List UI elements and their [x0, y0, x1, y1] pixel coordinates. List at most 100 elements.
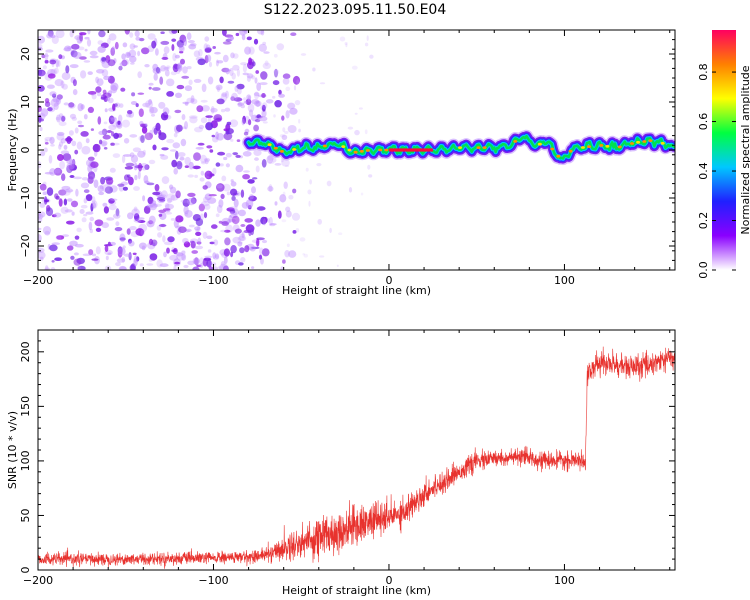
snr-x-axis-label: Height of straight line (km)	[282, 584, 431, 597]
noise-blob	[277, 210, 282, 219]
noise-blob	[79, 33, 83, 42]
noise-blob	[83, 213, 88, 217]
noise-blob	[190, 95, 195, 103]
noise-blob	[195, 231, 202, 236]
noise-blob	[70, 50, 78, 58]
noise-blob	[252, 177, 258, 180]
noise-blob	[178, 44, 185, 53]
noise-blob	[364, 129, 368, 135]
signal-peak	[267, 143, 272, 147]
noise-blob	[159, 153, 165, 157]
noise-blob	[40, 150, 46, 157]
noise-blob	[247, 179, 255, 184]
noise-blob	[161, 190, 168, 199]
noise-blob	[317, 218, 323, 225]
noise-blob	[71, 158, 76, 168]
noise-blob	[213, 239, 219, 246]
noise-blob	[240, 257, 246, 263]
noise-blob	[254, 91, 259, 100]
noise-blob	[53, 212, 62, 218]
noise-blob	[196, 264, 202, 268]
signal-peak	[605, 144, 610, 148]
noise-blob	[210, 107, 218, 113]
noise-blob	[58, 144, 62, 150]
noise-blob	[259, 247, 264, 255]
noise-blob	[98, 130, 106, 136]
noise-blob	[60, 80, 65, 89]
noise-blob	[44, 267, 50, 270]
noise-blob	[181, 114, 186, 121]
noise-blob	[144, 164, 150, 170]
noise-blob	[292, 75, 301, 85]
noise-blob	[236, 83, 245, 90]
noise-blob	[189, 116, 198, 124]
noise-blob	[279, 194, 287, 203]
noise-blob	[77, 265, 86, 270]
noise-blob	[77, 120, 83, 125]
noise-blob	[204, 48, 212, 53]
noise-blob	[108, 204, 117, 211]
noise-blob	[43, 147, 48, 153]
noise-blob	[285, 206, 291, 213]
y-tick-label: 10	[19, 95, 32, 109]
noise-blob	[253, 124, 259, 132]
signal-peak	[476, 146, 481, 150]
noise-blob	[282, 191, 286, 196]
noise-blob	[88, 221, 93, 231]
noise-blob	[173, 265, 177, 270]
noise-blob	[208, 266, 214, 270]
noise-blob	[273, 114, 276, 118]
noise-blob	[152, 191, 161, 196]
noise-blob	[115, 262, 121, 267]
noise-blob	[141, 245, 146, 251]
noise-blob	[160, 154, 169, 160]
noise-blob	[179, 156, 185, 161]
noise-blob	[215, 131, 219, 140]
noise-blob	[225, 152, 232, 158]
noise-blob	[291, 212, 301, 221]
noise-blob	[226, 121, 232, 126]
noise-blob	[60, 150, 70, 155]
noise-blob	[128, 238, 132, 244]
noise-blob	[186, 97, 195, 104]
noise-blob	[211, 134, 216, 138]
noise-blob	[80, 70, 87, 79]
noise-blob	[238, 209, 246, 217]
noise-blob	[224, 229, 231, 233]
signal-peak	[482, 146, 487, 150]
noise-blob	[188, 43, 197, 50]
noise-blob	[120, 87, 126, 92]
noise-blob	[49, 91, 57, 97]
noise-blob	[173, 132, 178, 138]
noise-blob	[148, 159, 156, 165]
noise-blob	[164, 241, 173, 246]
noise-blob	[181, 75, 190, 79]
noise-blob	[154, 184, 160, 192]
noise-blob	[188, 79, 193, 86]
noise-blob	[157, 232, 163, 238]
noise-blob	[300, 53, 307, 56]
noise-blob	[64, 209, 73, 213]
signal-peak	[458, 146, 462, 150]
noise-blob	[348, 187, 353, 193]
noise-blob	[40, 108, 49, 117]
noise-blob	[94, 219, 104, 227]
noise-blob	[42, 65, 48, 70]
noise-blob	[108, 198, 115, 204]
noise-blob	[106, 217, 115, 221]
noise-blob	[265, 99, 274, 104]
noise-blob	[190, 98, 198, 105]
noise-blob	[155, 122, 161, 131]
noise-blob	[42, 191, 47, 195]
noise-blob	[243, 131, 249, 136]
noise-blob	[150, 113, 156, 117]
y-tick-label: 150	[19, 396, 32, 417]
noise-blob	[282, 73, 291, 79]
noise-blob	[110, 85, 118, 94]
noise-blob	[39, 183, 47, 191]
noise-blob	[81, 145, 91, 155]
noise-blob	[200, 117, 208, 124]
noise-blob	[230, 181, 237, 187]
noise-blob	[51, 35, 59, 44]
noise-blob	[139, 263, 144, 267]
